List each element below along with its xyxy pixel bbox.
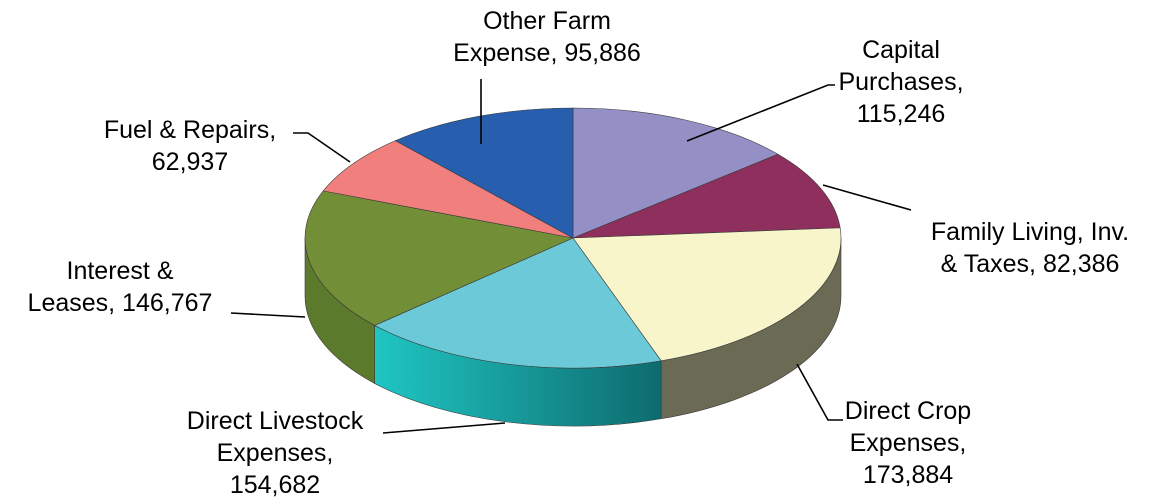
slice-capital-purchases xyxy=(572,107,779,239)
label-line: 173,884 xyxy=(863,461,953,489)
leader-line-family-living-inv-and-taxes xyxy=(822,184,912,211)
label-direct-crop-expenses: Direct Crop Expenses, 173,884 xyxy=(845,397,971,489)
label-line: Purchases, xyxy=(838,68,963,96)
leader-line-interest-and-leases xyxy=(230,312,306,318)
slice-direct-crop-expenses xyxy=(572,227,842,362)
label-line: 115,246 xyxy=(857,100,946,128)
leader-line-capital-purchases xyxy=(686,84,835,142)
label-family-living-inv-and-taxes: Family Living, Inv. & Taxes, 82,386 xyxy=(931,218,1129,278)
slice-fuel-and-repairs xyxy=(322,140,574,239)
label-line: Direct Crop xyxy=(845,397,971,425)
pie-side-walls xyxy=(304,237,842,427)
label-line: Leases, 146,767 xyxy=(28,289,213,317)
label-line: Other Farm xyxy=(483,7,611,35)
leader-line-fuel-and-repairs xyxy=(293,132,351,163)
label-line: Expense, 95,886 xyxy=(453,39,641,67)
label-line: Expenses, xyxy=(850,429,967,457)
label-line: Direct Livestock xyxy=(187,407,364,435)
pie-slices xyxy=(304,107,842,369)
label-line: Capital xyxy=(862,36,940,64)
label-line: Fuel & Repairs, xyxy=(104,116,276,144)
label-other-farm-expense: Other Farm Expense, 95,886 xyxy=(453,7,641,67)
label-line: 154,682 xyxy=(230,471,320,499)
slice-other-farm-expense xyxy=(394,107,574,239)
label-line: Family Living, Inv. xyxy=(931,218,1129,246)
label-line: Expenses, xyxy=(217,439,334,467)
leader-lines xyxy=(230,79,912,434)
label-line: 62,937 xyxy=(152,148,228,176)
label-line: Interest & xyxy=(67,257,174,285)
slice-labels: Capital Purchases, 115,246 Family Living, I… xyxy=(28,7,1130,499)
label-line: & Taxes, 82,386 xyxy=(941,250,1120,278)
label-fuel-and-repairs: Fuel & Repairs, 62,937 xyxy=(104,116,276,176)
label-interest-and-leases: Interest & Leases, 146,767 xyxy=(28,257,213,317)
label-direct-livestock-expenses: Direct Livestock Expenses, 154,682 xyxy=(187,407,364,499)
slice-direct-livestock-expenses xyxy=(373,237,662,369)
slice-family-living-inv-and-taxes xyxy=(572,153,841,239)
slice-interest-and-leases xyxy=(304,190,575,326)
label-capital-purchases: Capital Purchases, 115,246 xyxy=(838,36,963,128)
leader-line-direct-crop-expenses xyxy=(796,363,843,421)
leader-line-direct-livestock-expenses xyxy=(382,422,506,434)
